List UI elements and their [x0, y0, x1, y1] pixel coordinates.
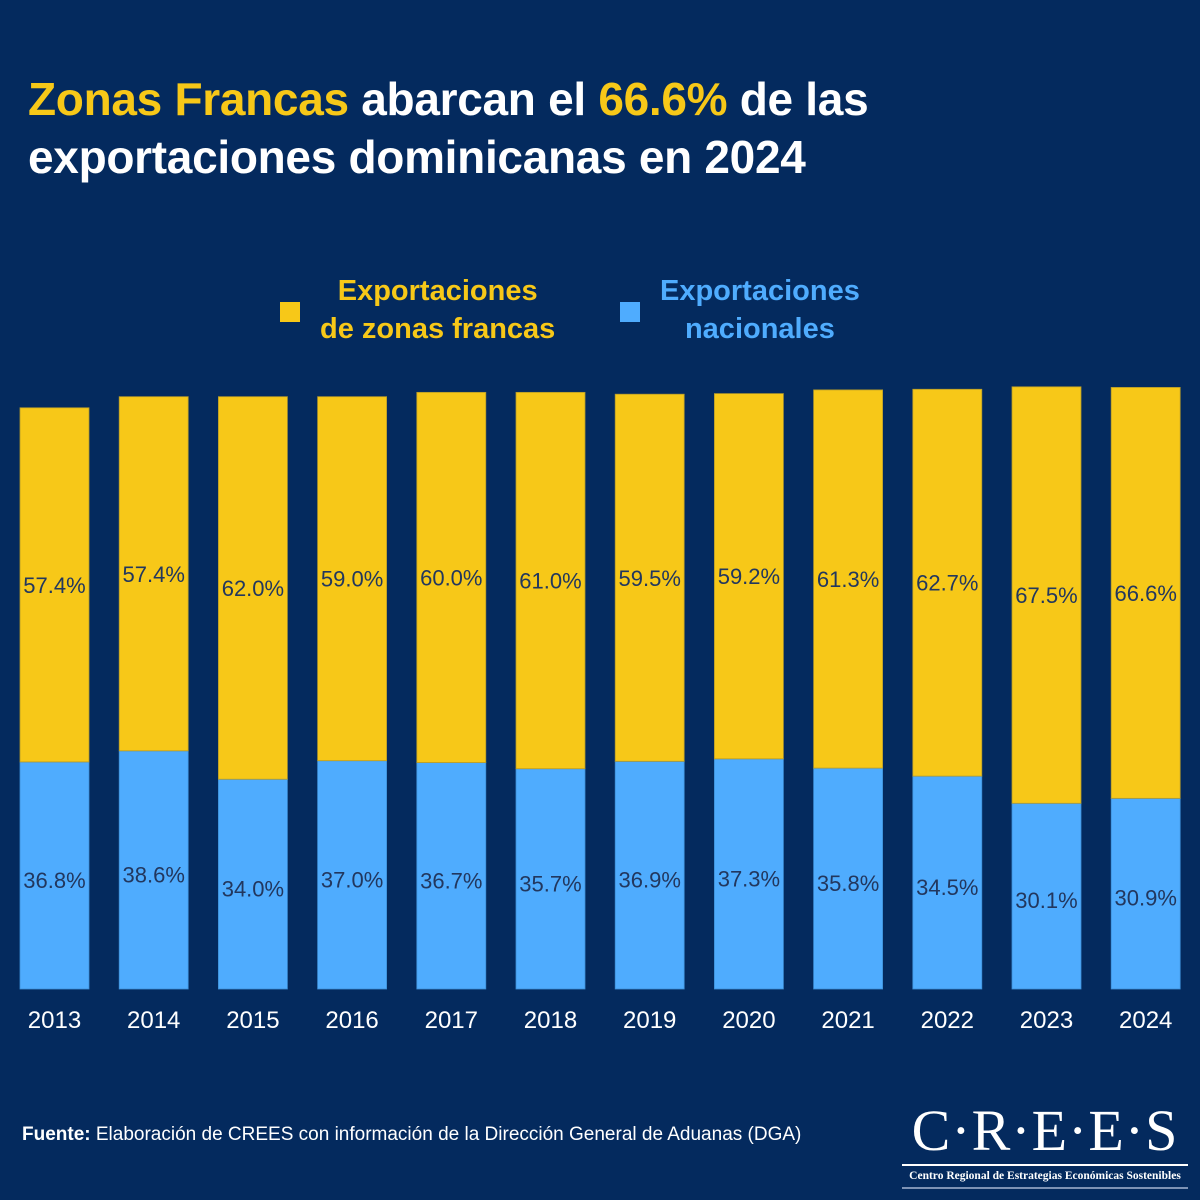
x-tick-label-2017: 2017	[425, 1007, 478, 1034]
chart-title: Zonas Francas abarcan el 66.6% de las ex…	[28, 70, 1178, 186]
x-tick-label-2014: 2014	[127, 1007, 180, 1034]
source-note: Fuente: Elaboración de CREES con informa…	[22, 1124, 801, 1146]
bar-segment-nacionales-2016	[317, 760, 388, 990]
data-label-nacionales-2017: 36.7%	[420, 868, 482, 893]
legend-item-nacionales: Exportaciones nacionales	[620, 272, 860, 348]
legend-label-line: de zonas francas	[320, 313, 556, 345]
data-label-nacionales-2023: 30.1%	[1015, 888, 1077, 913]
x-tick-label-2018: 2018	[524, 1007, 577, 1034]
bar-segment-nacionales-2020	[714, 758, 784, 990]
title-text: abarcan el	[348, 73, 599, 125]
legend-label-nacionales: Exportaciones nacionales	[660, 272, 860, 348]
title-text-2: de las	[727, 73, 869, 125]
source-label: Fuente:	[22, 1124, 91, 1145]
legend-label-line: Exportaciones	[337, 275, 538, 307]
legend-swatch-zonas-francas	[280, 302, 300, 322]
x-tick-label-2020: 2020	[722, 1007, 775, 1034]
logo-mark: C·R·E·E·S	[911, 1098, 1179, 1163]
legend-swatch-nacionales	[620, 302, 640, 322]
source-text: Elaboración de CREES con información de …	[90, 1124, 802, 1145]
legend-label-line: Exportaciones	[660, 275, 860, 307]
x-tick-label-2023: 2023	[1020, 1007, 1073, 1034]
bar-segment-nacionales-2013	[19, 761, 90, 990]
x-tick-label-2015: 2015	[226, 1007, 279, 1034]
x-tick-label-2013: 2013	[28, 1007, 81, 1034]
data-label-nacionales-2014: 38.6%	[123, 863, 185, 888]
data-label-nacionales-2020: 37.3%	[718, 867, 780, 892]
x-tick-label-2021: 2021	[821, 1007, 874, 1034]
data-label-zonas-francas-2015: 62.0%	[222, 576, 284, 601]
bar-segment-zonas-francas-2021	[813, 389, 883, 769]
bar-segment-nacionales-2022	[912, 775, 983, 990]
bar-segment-zonas-francas-2014	[118, 396, 189, 752]
data-label-nacionales-2021: 35.8%	[817, 871, 879, 896]
bar-segment-nacionales-2023	[1011, 802, 1082, 990]
title-highlight-zonas-francas: Zonas Francas	[28, 73, 349, 125]
x-tick-label-2016: 2016	[325, 1007, 378, 1034]
data-label-zonas-francas-2021: 61.3%	[817, 567, 879, 592]
bar-segment-nacionales-2024	[1110, 797, 1181, 990]
data-label-zonas-francas-2023: 67.5%	[1015, 583, 1077, 608]
data-label-zonas-francas-2018: 61.0%	[519, 569, 581, 594]
data-label-zonas-francas-2013: 57.4%	[23, 573, 85, 598]
data-label-zonas-francas-2014: 57.4%	[123, 562, 185, 587]
data-label-nacionales-2024: 30.9%	[1115, 885, 1177, 910]
bar-segment-nacionales-2019	[614, 760, 685, 990]
data-label-zonas-francas-2017: 60.0%	[420, 565, 482, 590]
logo-divider-bottom	[902, 1187, 1188, 1189]
data-label-zonas-francas-2016: 59.0%	[321, 567, 383, 592]
data-label-nacionales-2016: 37.0%	[321, 867, 383, 892]
bar-segment-zonas-francas-2018	[515, 391, 586, 770]
legend-label-line: nacionales	[684, 313, 835, 345]
bar-segment-zonas-francas-2017	[416, 391, 487, 763]
bar-segment-nacionales-2015	[217, 778, 288, 990]
data-label-zonas-francas-2024: 66.6%	[1115, 581, 1177, 606]
bar-segment-zonas-francas-2020	[714, 393, 784, 760]
data-label-nacionales-2019: 36.9%	[619, 868, 681, 893]
bar-segment-zonas-francas-2013	[19, 407, 90, 763]
data-label-nacionales-2015: 34.0%	[222, 876, 284, 901]
bar-segment-nacionales-2017	[416, 762, 487, 990]
bar-segment-zonas-francas-2023	[1011, 386, 1082, 804]
title-line-2: exportaciones dominicanas en 2024	[28, 131, 806, 183]
data-label-zonas-francas-2019: 59.5%	[619, 566, 681, 591]
x-tick-label-2024: 2024	[1119, 1007, 1172, 1034]
bar-segment-zonas-francas-2022	[912, 388, 983, 777]
legend-item-zonas-francas: Exportaciones de zonas francas	[280, 272, 555, 348]
logo-divider	[902, 1164, 1188, 1166]
crees-logo: C·R·E·E·S Centro Regional de Estrategias…	[900, 1100, 1190, 1190]
bar-segment-zonas-francas-2024	[1110, 387, 1181, 799]
chart-legend: Exportaciones de zonas francas Exportaci…	[280, 272, 920, 352]
bar-segment-nacionales-2018	[515, 768, 586, 990]
legend-label-zonas-francas: Exportaciones de zonas francas	[320, 272, 555, 348]
bar-segment-zonas-francas-2016	[317, 396, 388, 762]
title-highlight-percent: 66.6%	[598, 73, 728, 125]
logo-subtitle: Centro Regional de Estrategias Económica…	[909, 1170, 1181, 1182]
bar-segment-zonas-francas-2019	[614, 393, 685, 762]
stacked-bar-chart: 36.8% 57.4% 2013 38.6% 57.4% 2014 34.0% 62.0% 20…	[19, 386, 1181, 1034]
data-label-nacionales-2022: 34.5%	[916, 875, 978, 900]
bar-segment-nacionales-2021	[813, 767, 883, 990]
data-label-nacionales-2013: 36.8%	[23, 868, 85, 893]
data-label-zonas-francas-2020: 59.2%	[718, 564, 780, 589]
data-label-zonas-francas-2022: 62.7%	[916, 571, 978, 596]
bar-segment-zonas-francas-2015	[217, 396, 288, 780]
x-tick-label-2019: 2019	[623, 1007, 676, 1034]
x-tick-label-2022: 2022	[921, 1007, 974, 1034]
data-label-nacionales-2018: 35.7%	[519, 871, 581, 896]
